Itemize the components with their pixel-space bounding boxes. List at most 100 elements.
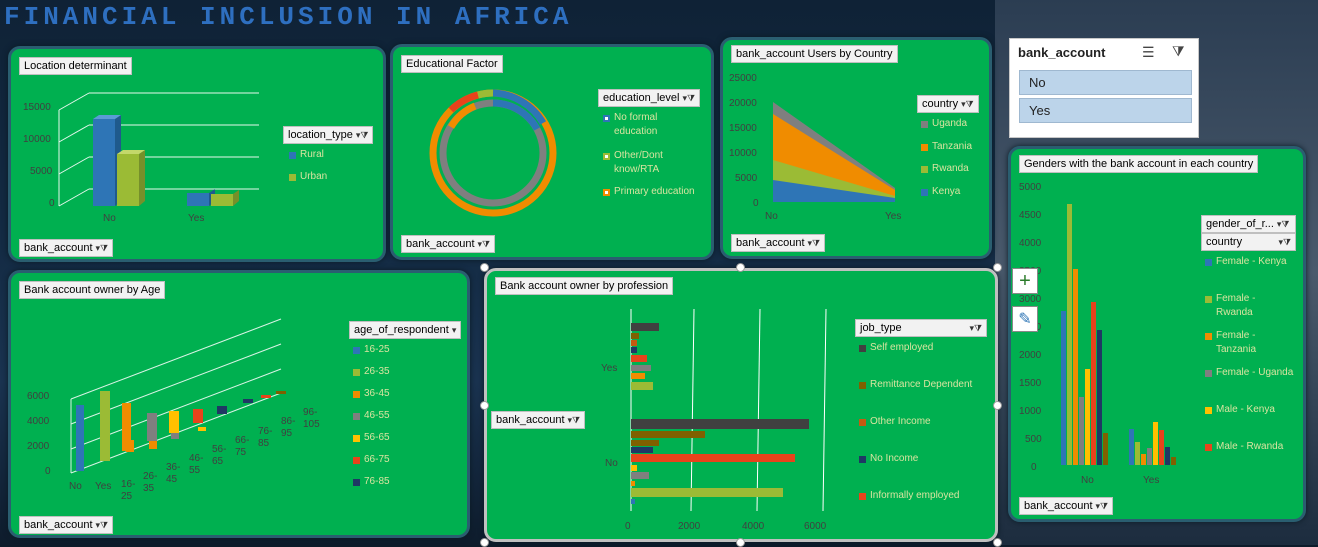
bank-account-slicer[interactable]: bank_account ☰ ⧩ No Yes: [1009, 38, 1199, 138]
resize-handle[interactable]: [993, 263, 1002, 272]
location-panel[interactable]: Location determinant 15000 10000: [8, 46, 386, 262]
resize-handle[interactable]: [736, 263, 745, 272]
gender-axis-filter[interactable]: bank_account ▾⧩: [1019, 497, 1114, 515]
location-title: Location determinant: [19, 57, 132, 75]
age-xlabel: 26- 35: [143, 471, 158, 494]
filter-icon: ▾⧩: [567, 414, 581, 425]
age-axis-filter[interactable]: bank_account ▾⧩: [19, 516, 114, 534]
age-xlabel: No: [69, 481, 82, 492]
age-bar: [147, 413, 157, 441]
legend-item: 66-75: [353, 453, 390, 467]
gender-title: Genders with the bank account in each co…: [1019, 155, 1259, 173]
age-xlabel: 46- 55: [189, 453, 204, 476]
resize-handle[interactable]: [993, 401, 1002, 410]
filter-icon: ▾⧩: [961, 98, 974, 109]
filter-icon: ▾⧩: [1095, 500, 1109, 511]
age-bar: [100, 391, 110, 461]
profession-cat-label: No: [605, 458, 618, 469]
age-xlabel: 96- 105: [303, 407, 320, 430]
education-level-filter[interactable]: education_level ▾⧩: [598, 89, 700, 107]
education-donut: [429, 89, 557, 217]
legend-item: 76-85: [353, 475, 390, 489]
chart-elements-button[interactable]: +: [1012, 268, 1038, 294]
age-filter[interactable]: age_of_respondent ▾: [349, 321, 462, 339]
legend-item: Male - Rwanda: [1205, 440, 1303, 454]
country-users-ytick: 25000: [729, 73, 757, 84]
profession-bar-chart: [630, 308, 827, 512]
filter-icon: ▾⧩: [682, 92, 695, 103]
gender-filter[interactable]: gender_of_r... ▾⧩: [1201, 215, 1296, 233]
multi-select-icon[interactable]: ☰: [1142, 44, 1155, 60]
profession-xtick: 0: [625, 521, 631, 532]
clear-filter-icon[interactable]: ⧩: [1172, 43, 1185, 59]
age-xlabel: 66- 75: [235, 435, 250, 458]
age-bar: [122, 403, 131, 451]
education-panel[interactable]: Educational Factor education_level ▾⧩ No …: [390, 44, 714, 260]
age-bar: [243, 399, 253, 403]
gender-ytick: 4500: [1019, 210, 1042, 221]
slicer-item-yes[interactable]: Yes: [1019, 98, 1192, 123]
slicer-item-no[interactable]: No: [1019, 70, 1192, 95]
age-bar: [169, 411, 179, 433]
gender-ytick: 4000: [1019, 238, 1042, 249]
gender-ytick: 2000: [1019, 350, 1042, 361]
legend-item: Rural: [289, 148, 324, 162]
location-type-filter[interactable]: location_type ▾⧩: [283, 126, 374, 144]
gender-yes-bars: [1129, 422, 1176, 465]
resize-handle[interactable]: [480, 401, 489, 410]
profession-title: Bank account owner by profession: [495, 277, 674, 295]
age-bar: [149, 441, 157, 449]
resize-handle[interactable]: [993, 538, 1002, 547]
country-users-xlabel-yes: Yes: [885, 211, 902, 222]
country-users-xlabel-no: No: [765, 211, 778, 222]
resize-handle[interactable]: [480, 538, 489, 547]
filter-icon: ▾⧩: [1278, 236, 1291, 247]
age-xlabel: Yes: [95, 481, 112, 492]
age-panel[interactable]: Bank account owner by Age 6000 4000 2000…: [8, 270, 470, 538]
age-bar: [217, 406, 227, 414]
profession-xtick: 6000: [804, 521, 827, 532]
legend-item: 16-25: [353, 343, 390, 357]
gender-country-filter[interactable]: country ▾⧩: [1201, 233, 1296, 251]
profession-axis-filter[interactable]: bank_account ▾⧩: [491, 411, 586, 429]
age-bar: [261, 395, 271, 398]
area-kenya: [773, 180, 895, 202]
age-xlabel: 56- 65: [212, 444, 227, 467]
education-title: Educational Factor: [401, 55, 503, 73]
legend-item: Female - Tanzania: [1205, 329, 1275, 357]
legend-item: Urban: [289, 170, 327, 184]
education-axis-filter[interactable]: bank_account ▾⧩: [401, 235, 496, 253]
dashboard-title: FINANCIAL INCLUSION IN AFRICA: [4, 2, 573, 32]
age-bar: [171, 433, 179, 439]
resize-handle[interactable]: [480, 263, 489, 272]
location-ytick: 10000: [23, 134, 51, 145]
gender-ytick: 5000: [1019, 182, 1042, 193]
location-axis-filter[interactable]: bank_account ▾⧩: [19, 239, 114, 257]
country-users-panel[interactable]: bank_account Users by Country 25000 2000…: [720, 37, 992, 259]
filter-icon: ▾⧩: [969, 322, 982, 333]
country-users-area-chart: [773, 102, 895, 202]
legend-item: Other Income: [859, 415, 931, 429]
age-bar: [126, 440, 134, 452]
filter-icon: ▾⧩: [95, 519, 109, 530]
bar-no-rural: [93, 115, 121, 206]
age-xlabel: 36- 45: [166, 462, 181, 485]
job-type-filter[interactable]: job_type ▾⧩: [855, 319, 987, 337]
filter-icon: ▾⧩: [95, 242, 109, 253]
legend-item: Uganda: [921, 117, 967, 131]
location-ytick: 0: [49, 198, 55, 209]
country-users-ytick: 15000: [729, 123, 757, 134]
country-users-axis-filter[interactable]: bank_account ▾⧩: [731, 234, 826, 252]
age-3d-chart: [70, 318, 286, 474]
profession-cat-label: Yes: [601, 363, 618, 374]
country-users-ytick: 10000: [729, 148, 757, 159]
profession-xtick: 2000: [678, 521, 701, 532]
gender-xlabel: Yes: [1143, 475, 1160, 486]
legend-item: 46-55: [353, 409, 390, 423]
resize-handle[interactable]: [736, 538, 745, 547]
country-filter[interactable]: country ▾⧩: [917, 95, 979, 113]
country-users-title: bank_account Users by Country: [731, 45, 898, 63]
gender-panel[interactable]: Genders with the bank account in each co…: [1008, 146, 1306, 522]
chart-styles-button[interactable]: ✎: [1012, 306, 1038, 332]
profession-panel[interactable]: Bank account owner by profession Yes No …: [484, 268, 998, 542]
